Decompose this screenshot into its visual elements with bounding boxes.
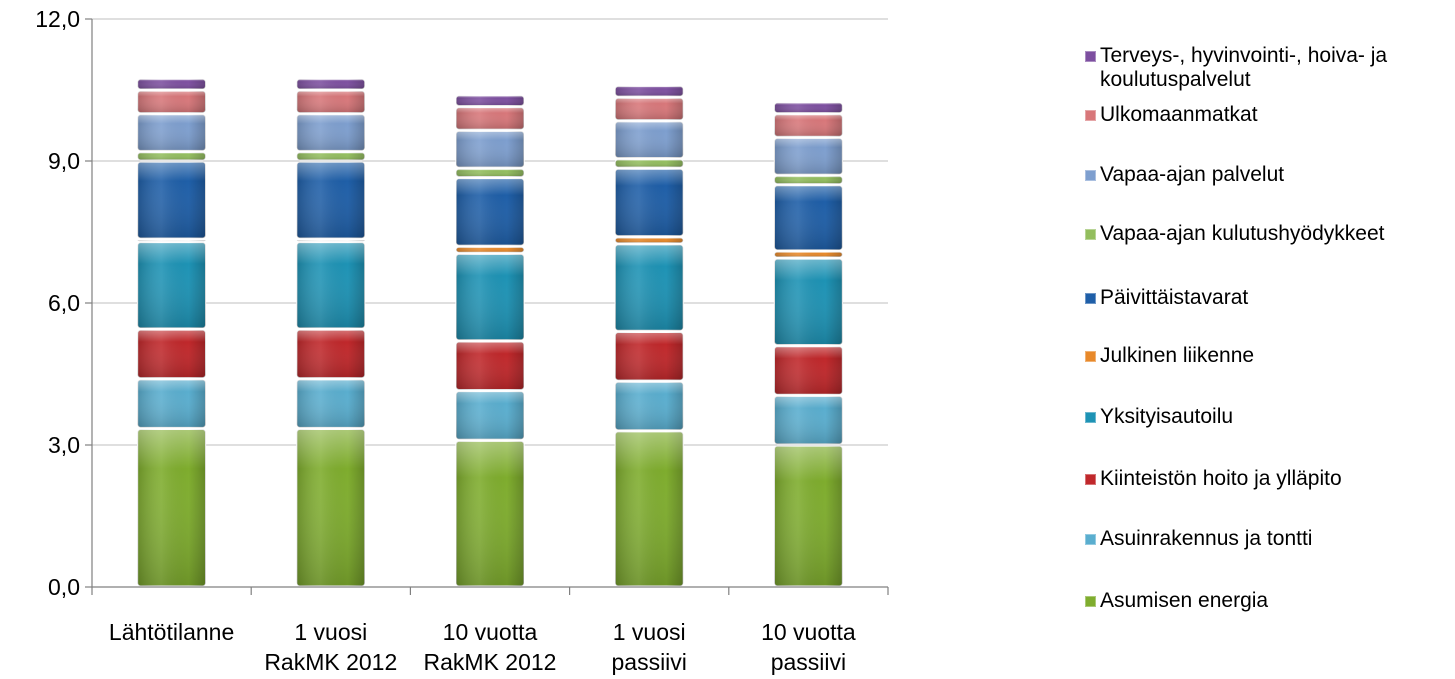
bar-segment (773, 445, 844, 587)
bar-segment (773, 102, 844, 114)
bar-segment (455, 177, 525, 246)
bar-segment (455, 390, 525, 440)
bar-segment (773, 185, 844, 251)
bar-segment (455, 95, 525, 107)
y-tick-label: 0,0 (48, 574, 80, 600)
bar-segment (296, 114, 366, 152)
bar-segment (455, 440, 525, 587)
bar-segment (137, 239, 207, 242)
bar-segment (296, 78, 366, 90)
legend-swatch (1085, 293, 1096, 304)
legend-label: Asuinrakennus ja tontti (1100, 527, 1313, 550)
bar-segment (614, 381, 684, 431)
bar-segment (296, 90, 366, 114)
legend-swatch (1085, 474, 1096, 485)
y-tick-label: 9,0 (48, 148, 80, 174)
bar-segment (296, 329, 366, 379)
legend: Terveys-, hyvinvointi-, hoiva- ja koulut… (1085, 0, 1455, 679)
legend-swatch (1085, 351, 1096, 362)
bar-segment (137, 90, 207, 114)
legend-swatch (1085, 229, 1096, 240)
legend-item: Terveys-, hyvinvointi-, hoiva- ja koulut… (1085, 44, 1387, 92)
bar-segment (296, 239, 366, 242)
bar-segment (614, 85, 684, 97)
bar-segment (773, 251, 844, 258)
bar-segment (296, 428, 366, 587)
bar-segment (614, 121, 684, 159)
bar-segment (614, 237, 684, 244)
bar-segment (614, 168, 684, 237)
x-category-label: 1 vuosi RakMK 2012 (264, 619, 397, 675)
legend-label: Terveys-, hyvinvointi-, hoiva- ja koulut… (1100, 44, 1388, 91)
axes (85, 18, 889, 595)
legend-swatch (1085, 110, 1096, 121)
bar-segment (773, 395, 844, 445)
bar-segment (614, 431, 684, 587)
x-category-label: 1 vuosi passiivi (611, 619, 686, 675)
bars (137, 78, 844, 587)
bar-segment (137, 151, 207, 161)
bar-segment (773, 137, 844, 175)
x-category-label: Lähtötilanne (109, 619, 234, 645)
legend-swatch (1085, 596, 1096, 607)
bar-segment (137, 379, 207, 429)
legend-item: Vapaa-ajan palvelut (1085, 163, 1284, 187)
y-tick-labels: 0,0 3,0 6,0 9,0 12,0 (35, 6, 80, 600)
bar-segment (137, 329, 207, 379)
bar-segment (455, 106, 525, 130)
legend-label: Ulkomaanmatkat (1100, 103, 1258, 126)
bar-segment (773, 258, 844, 346)
bar-segment (773, 114, 844, 137)
legend-item: Asuinrakennus ja tontti (1085, 527, 1312, 551)
legend-item: Päivittäistavarat (1085, 286, 1248, 310)
x-category-label: 10 vuotta passiivi (761, 619, 856, 675)
legend-label: Asumisen energia (1100, 589, 1269, 612)
bar-segment (614, 331, 684, 381)
legend-item: Asumisen energia (1085, 589, 1268, 613)
legend-item: Ulkomaanmatkat (1085, 103, 1258, 127)
legend-swatch (1085, 170, 1096, 181)
legend-item: Kiinteistön hoito ja ylläpito (1085, 467, 1342, 491)
bar-segment (614, 97, 684, 121)
legend-label: Päivittäistavarat (1100, 286, 1249, 309)
bar-segment (296, 241, 366, 329)
legend-label: Julkinen liikenne (1100, 344, 1255, 367)
y-tick-label: 3,0 (48, 432, 80, 458)
bar-segment (455, 253, 525, 341)
bar-segment (773, 175, 844, 185)
bar-segment (137, 428, 207, 587)
legend-item: Yksityisautoilu (1085, 405, 1233, 429)
x-category-labels: Lähtötilanne 1 vuosi RakMK 2012 10 vuotta Ra… (109, 619, 856, 675)
bar-segment (137, 241, 207, 329)
bar-segment (137, 78, 207, 90)
legend-label: Kiinteistön hoito ja ylläpito (1100, 467, 1342, 490)
bar-segment (296, 151, 366, 161)
bar-segment (455, 246, 525, 253)
bar-segment (614, 159, 684, 168)
legend-swatch (1085, 412, 1096, 423)
bar-segment (296, 161, 366, 239)
legend-swatch (1085, 534, 1096, 545)
legend-label: Yksityisautoilu (1100, 405, 1234, 428)
bar-segment (455, 130, 525, 168)
bar-segment (455, 168, 525, 178)
bar-segment (137, 161, 207, 239)
legend-label: Vapaa-ajan palvelut (1100, 163, 1285, 186)
y-tick-label: 12,0 (35, 6, 80, 32)
legend-item: Julkinen liikenne (1085, 344, 1254, 368)
bar-segment (137, 114, 207, 152)
bar-segment (455, 341, 525, 391)
y-tick-label: 6,0 (48, 290, 80, 316)
legend-swatch (1085, 51, 1096, 62)
bar-segment (773, 346, 844, 395)
x-category-label: 10 vuotta RakMK 2012 (424, 619, 557, 675)
legend-label: Vapaa-ajan kulutushyödykkeet (1100, 222, 1385, 245)
bar-segment (296, 379, 366, 429)
bar-segment (614, 244, 684, 331)
legend-item: Vapaa-ajan kulutushyödykkeet (1085, 222, 1384, 246)
